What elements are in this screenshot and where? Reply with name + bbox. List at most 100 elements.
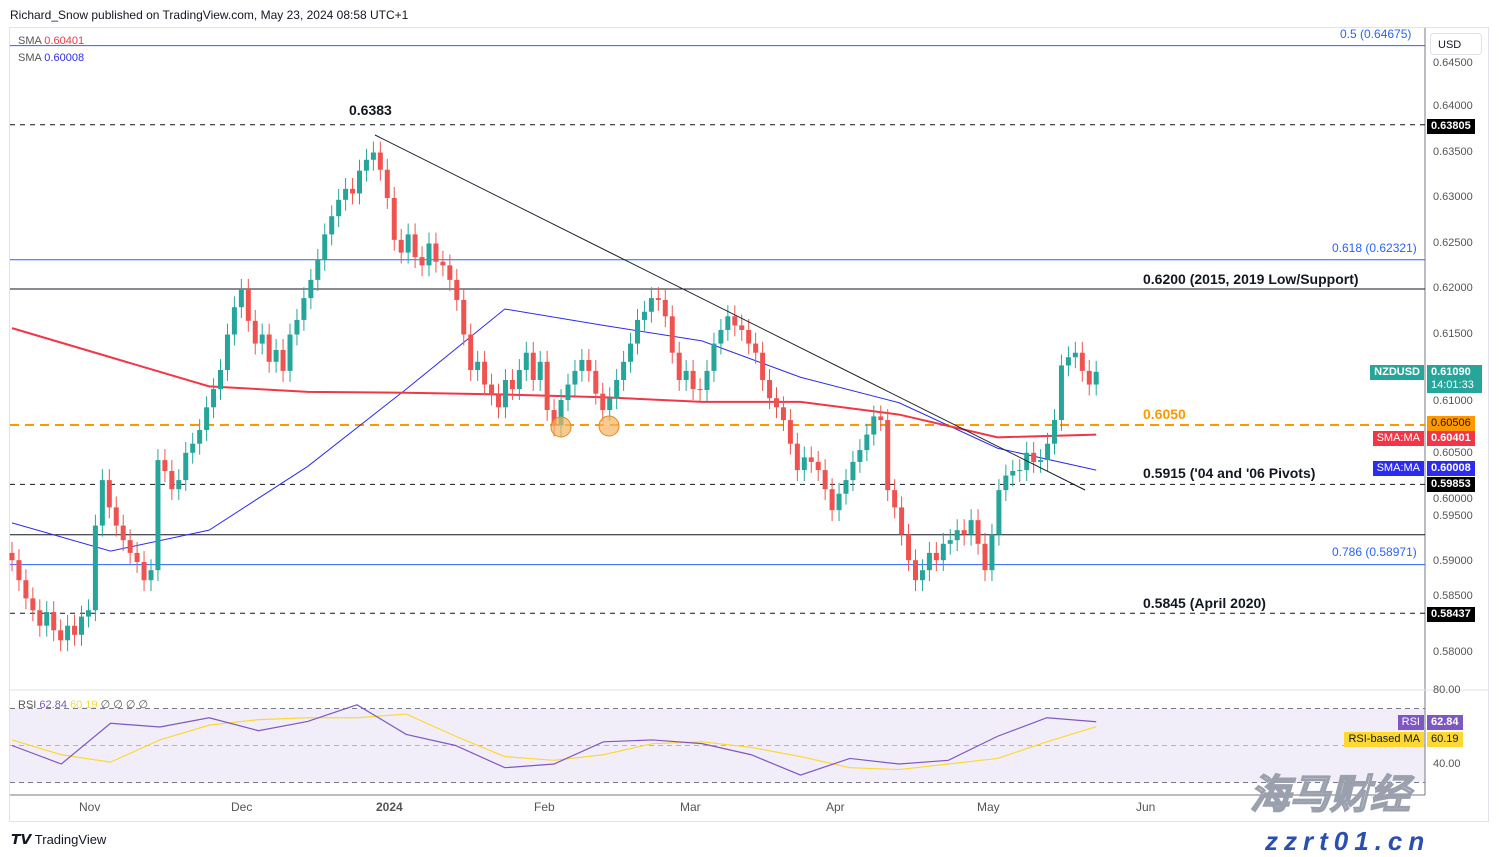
candle xyxy=(1045,443,1051,461)
price-tick: 0.60000 xyxy=(1433,493,1473,505)
candle xyxy=(843,480,849,494)
candle xyxy=(16,560,22,581)
rsi-legend[interactable]: RSI 62.84 60.19 ∅ ∅ ∅ ∅ xyxy=(18,698,148,711)
level-tag: 0.58437 xyxy=(1427,607,1475,622)
trendline xyxy=(374,134,1086,491)
candle xyxy=(245,289,251,321)
rsi-ma-tag-label: RSI-based MA xyxy=(1344,732,1424,747)
candle xyxy=(329,216,335,235)
candle xyxy=(697,389,703,391)
april-2020-label: 0.5845 (April 2020) xyxy=(1143,595,1266,611)
price-tick: 0.63000 xyxy=(1433,191,1473,203)
candle xyxy=(357,170,362,194)
candle xyxy=(461,299,467,335)
candle xyxy=(218,369,223,390)
candle xyxy=(600,393,606,411)
candle xyxy=(113,507,119,526)
candle xyxy=(384,169,390,198)
candle xyxy=(162,460,168,471)
candle xyxy=(204,407,210,431)
candle xyxy=(586,359,592,371)
candle xyxy=(273,349,279,362)
fib-05-label: 0.5 (0.64675) xyxy=(1340,27,1412,41)
candle xyxy=(968,520,974,535)
time-tick: Nov xyxy=(79,800,101,814)
candle xyxy=(836,493,842,511)
rsi-ma-line xyxy=(11,713,1097,771)
candle xyxy=(704,370,710,391)
bar-countdown: 14:01:33 xyxy=(1431,379,1474,391)
candle xyxy=(148,570,154,581)
candle xyxy=(44,612,50,626)
candle xyxy=(426,243,432,266)
candle xyxy=(370,152,376,160)
candle xyxy=(482,361,488,385)
publisher-header: Richard_Snow published on TradingView.co… xyxy=(10,8,409,22)
candle xyxy=(933,552,939,561)
legend-label: SMA xyxy=(18,35,42,47)
candle xyxy=(544,361,550,411)
candle xyxy=(899,507,905,535)
candle xyxy=(787,420,793,444)
candle xyxy=(405,234,411,253)
price-tick: 0.59000 xyxy=(1433,555,1473,567)
rsi-legend-value: 62.84 xyxy=(39,699,67,711)
tradingview-logo[interactable]: 𝙏𝙑 TradingView xyxy=(11,831,106,848)
candle xyxy=(864,434,870,451)
candle xyxy=(190,443,196,453)
sma-red-line xyxy=(11,327,1097,439)
candle xyxy=(996,490,1002,535)
candle xyxy=(739,325,745,330)
candle xyxy=(308,279,314,299)
rsi-ma-tag: 60.19 xyxy=(1427,732,1463,747)
legend-value: 0.60008 xyxy=(44,52,85,64)
candle xyxy=(37,610,43,626)
rsi-ma-legend-value: 60.19 xyxy=(70,699,98,711)
candle xyxy=(794,443,800,471)
fib-0786-label: 0.786 (0.58971) xyxy=(1332,545,1417,559)
candle xyxy=(871,416,877,435)
price-tick: 0.59500 xyxy=(1433,509,1473,522)
candle xyxy=(767,380,773,399)
rsi-tick: 40.00 xyxy=(1433,758,1461,770)
candle xyxy=(669,316,675,353)
candle xyxy=(551,410,557,426)
candle xyxy=(725,316,731,330)
time-tick: Jun xyxy=(1136,800,1156,814)
double-bottom-marker xyxy=(598,415,620,437)
rsi-tick: 80.00 xyxy=(1433,684,1461,696)
candle xyxy=(454,279,460,300)
candle xyxy=(732,316,738,326)
candle xyxy=(99,480,105,526)
candle xyxy=(523,352,529,370)
tradingview-logo-icon: 𝙏𝙑 xyxy=(11,831,32,847)
candle xyxy=(628,343,634,362)
time-tick: 2024 xyxy=(376,800,403,814)
price-tick: 0.64500 xyxy=(1433,57,1473,69)
candle xyxy=(947,540,953,544)
candle xyxy=(919,570,925,581)
candle xyxy=(537,361,543,380)
candle xyxy=(1072,352,1078,358)
rsi-tag: 62.84 xyxy=(1427,715,1463,730)
candle xyxy=(58,630,64,641)
candle xyxy=(391,198,397,240)
currency-button[interactable]: USD xyxy=(1430,33,1482,55)
price-tick: 0.61000 xyxy=(1433,395,1473,407)
candle xyxy=(558,400,564,426)
candle xyxy=(982,543,988,571)
candle xyxy=(954,530,960,541)
legend-sma-red[interactable]: SMA 0.60401 xyxy=(18,35,84,47)
legend-sma-blue[interactable]: SMA 0.60008 xyxy=(18,52,84,64)
candle xyxy=(336,199,342,217)
candle xyxy=(350,188,356,194)
chart-frame xyxy=(9,27,1489,822)
candle xyxy=(224,334,230,370)
rsi-legend-label: RSI xyxy=(18,699,37,711)
candle xyxy=(607,398,613,411)
double-bottom-marker xyxy=(550,416,572,438)
price-tick: 0.64000 xyxy=(1433,100,1473,112)
candle xyxy=(496,394,501,408)
candle xyxy=(266,334,272,362)
